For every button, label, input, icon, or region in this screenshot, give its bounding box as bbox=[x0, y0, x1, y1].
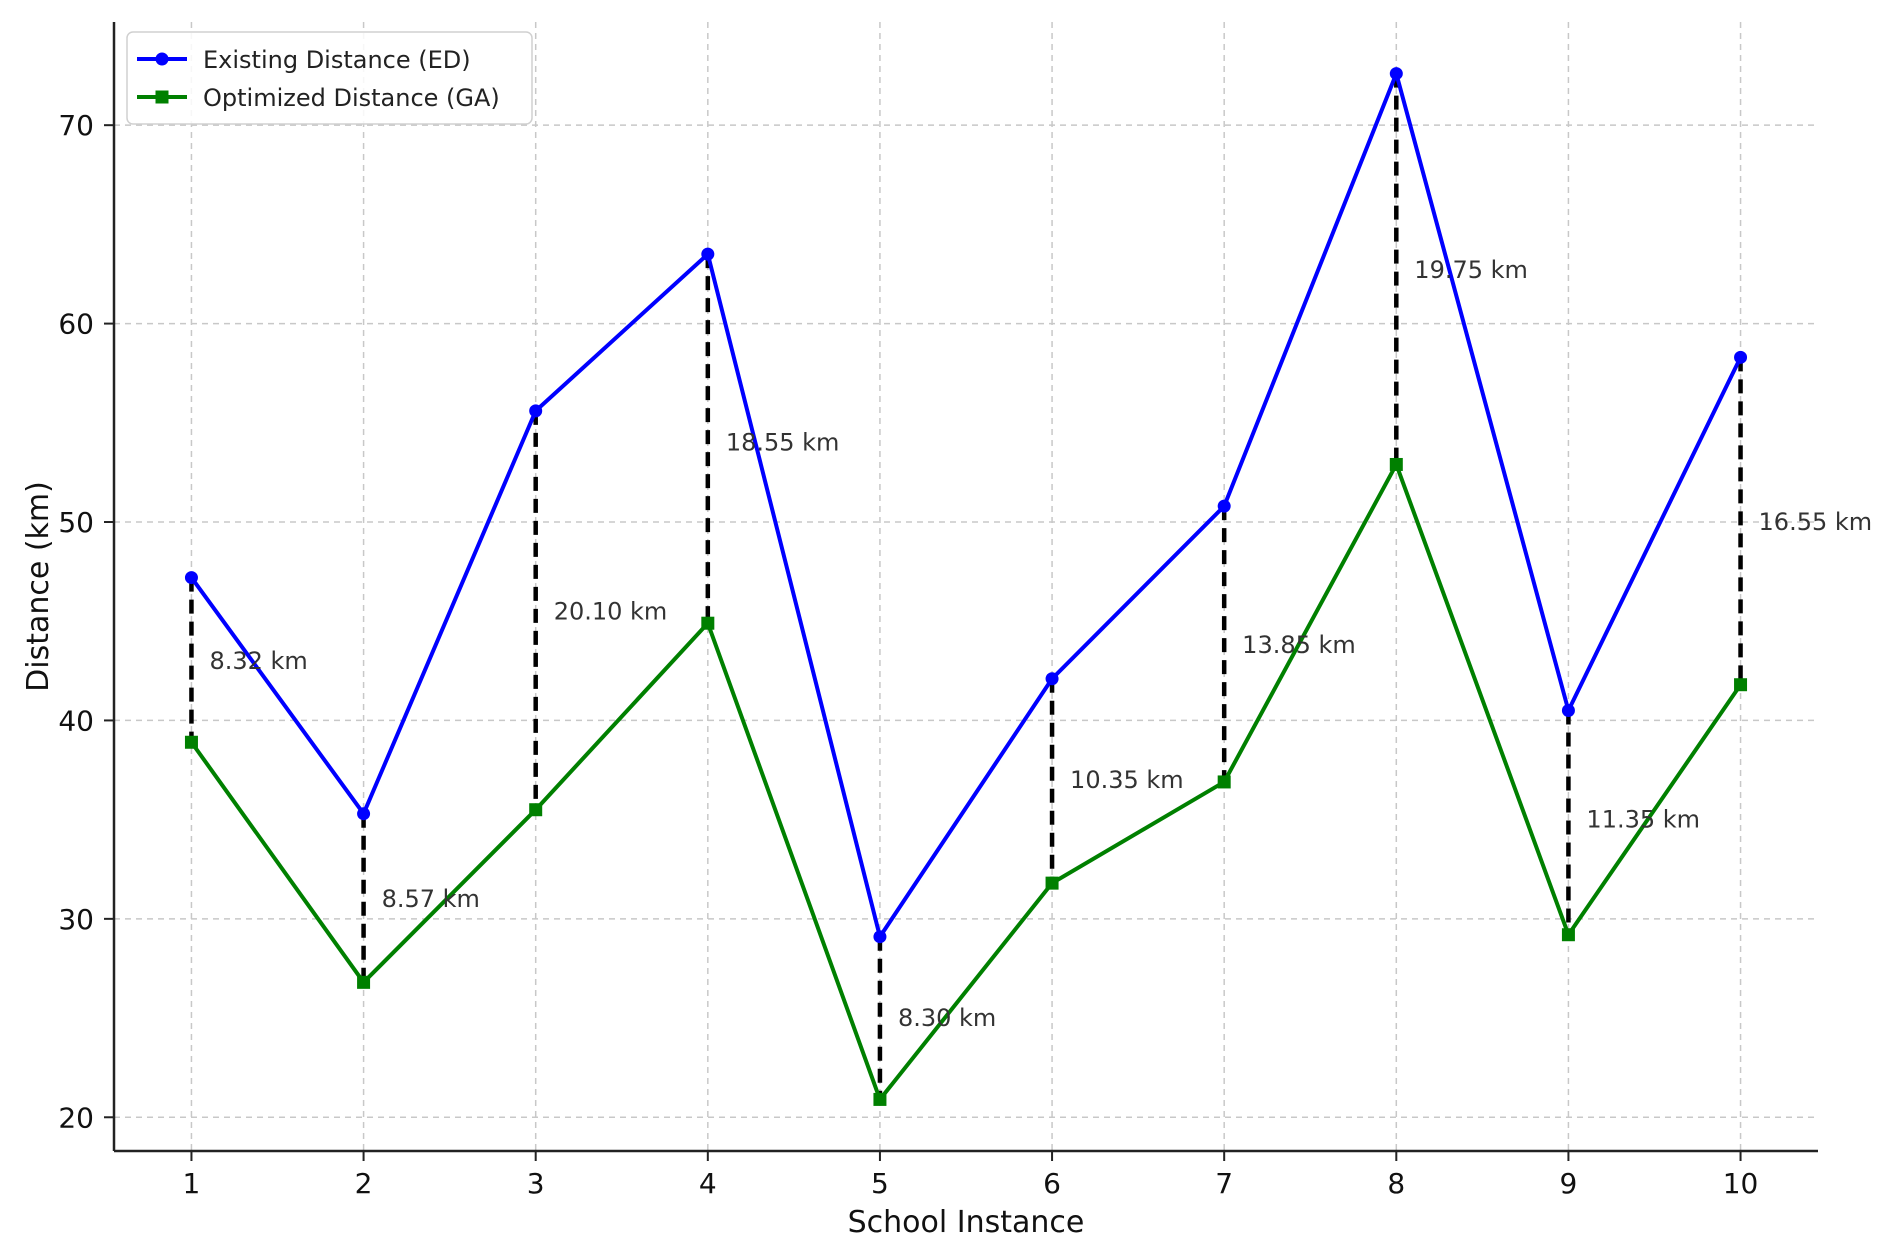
series-1-point bbox=[1734, 350, 1748, 364]
x-tick-label: 8 bbox=[1387, 1167, 1405, 1200]
legend-marker-1 bbox=[155, 52, 169, 66]
series-1-point bbox=[357, 807, 371, 821]
series-2-point bbox=[1734, 678, 1748, 692]
legend-marker-2 bbox=[155, 90, 169, 104]
series-2-point bbox=[701, 616, 715, 630]
grid bbox=[114, 22, 1818, 1151]
y-tick-label: 70 bbox=[58, 109, 94, 142]
series-2-point bbox=[357, 975, 371, 989]
difference-annotation: 13.85 km bbox=[1242, 631, 1356, 659]
legend-label-1: Existing Distance (ED) bbox=[203, 46, 471, 74]
series-2-point bbox=[1045, 876, 1059, 890]
x-tick-label: 2 bbox=[355, 1167, 373, 1200]
series-1-point bbox=[529, 404, 543, 418]
difference-annotation: 18.55 km bbox=[726, 429, 840, 457]
legend-label-2: Optimized Distance (GA) bbox=[203, 84, 500, 112]
x-tick-label: 3 bbox=[527, 1167, 545, 1200]
legend[interactable]: Existing Distance (ED) Optimized Distance… bbox=[126, 31, 533, 125]
x-tick-label: 6 bbox=[1043, 1167, 1061, 1200]
series-2-point bbox=[1217, 775, 1231, 789]
x-tick-label: 4 bbox=[699, 1167, 717, 1200]
series-line-1 bbox=[189, 71, 1743, 939]
series-1-point bbox=[184, 571, 198, 585]
x-axis-label: School Instance bbox=[848, 1205, 1085, 1240]
x-tick-label: 10 bbox=[1723, 1167, 1759, 1200]
series-2-point bbox=[184, 735, 198, 749]
y-axis-label: Distance (km) bbox=[21, 481, 56, 692]
axes: 1 2 3 4 5 6 7 8 9 10 20 30 40 50 60 70 bbox=[58, 22, 1818, 1200]
y-tick-label: 30 bbox=[58, 903, 94, 936]
series bbox=[184, 67, 1748, 1106]
difference-annotation: 8.57 km bbox=[382, 885, 480, 913]
difference-annotation: 11.35 km bbox=[1586, 806, 1700, 834]
difference-lines bbox=[189, 73, 1743, 1100]
y-tick-label: 60 bbox=[58, 308, 94, 341]
series-1-point bbox=[1045, 672, 1059, 686]
series-2-point bbox=[1389, 457, 1403, 471]
x-tick-label: 7 bbox=[1215, 1167, 1233, 1200]
x-tick-label: 9 bbox=[1560, 1167, 1578, 1200]
difference-annotation: 20.10 km bbox=[554, 597, 668, 625]
difference-annotation: 16.55 km bbox=[1759, 508, 1873, 536]
series-2-point bbox=[1561, 928, 1575, 942]
difference-annotation: 19.75 km bbox=[1414, 256, 1528, 284]
difference-annotation: 8.32 km bbox=[209, 647, 307, 675]
x-tick-label: 1 bbox=[183, 1167, 201, 1200]
series-2-point bbox=[529, 803, 543, 817]
series-1-point bbox=[873, 930, 887, 944]
x-tick-label: 5 bbox=[871, 1167, 889, 1200]
series-1-point bbox=[1217, 499, 1231, 513]
series-line-2 bbox=[189, 462, 1743, 1102]
y-tick-label: 40 bbox=[58, 704, 94, 737]
series-2-point bbox=[873, 1092, 887, 1106]
annotations: 8.32 km 8.57 km 20.10 km 18.55 km 8.30 km 10.… bbox=[209, 256, 1872, 1032]
difference-annotation: 10.35 km bbox=[1070, 766, 1184, 794]
series-1-point bbox=[701, 247, 715, 261]
y-tick-label: 20 bbox=[58, 1101, 94, 1134]
series-1-point bbox=[1389, 67, 1403, 81]
series-1-point bbox=[1561, 704, 1575, 718]
y-tick-label: 50 bbox=[58, 506, 94, 539]
legend-box bbox=[126, 31, 533, 125]
difference-annotation: 8.30 km bbox=[898, 1004, 996, 1032]
